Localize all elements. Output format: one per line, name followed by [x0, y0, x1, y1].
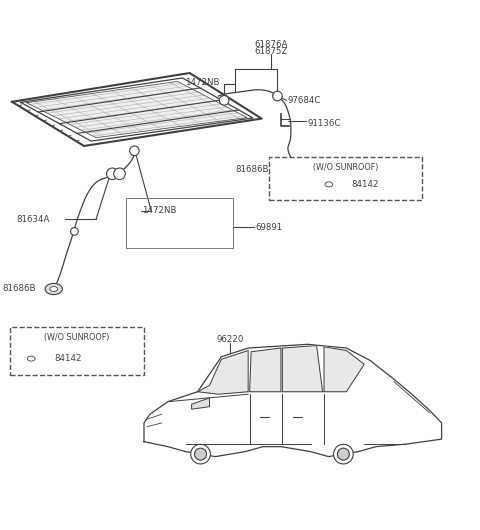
Polygon shape	[282, 346, 323, 392]
Text: 97684C: 97684C	[288, 96, 322, 105]
Text: 1472NB: 1472NB	[142, 206, 177, 215]
Circle shape	[337, 448, 349, 460]
Ellipse shape	[27, 356, 35, 361]
Ellipse shape	[320, 179, 337, 190]
Text: 61875Z: 61875Z	[254, 47, 288, 56]
Circle shape	[194, 448, 206, 460]
Bar	[269, 157, 422, 200]
Text: 81686B: 81686B	[235, 164, 269, 173]
Text: 1472NB: 1472NB	[185, 78, 219, 87]
Circle shape	[273, 91, 282, 101]
Circle shape	[71, 227, 78, 235]
Text: 81634A: 81634A	[17, 215, 50, 224]
Text: 84142: 84142	[352, 180, 379, 189]
Polygon shape	[198, 350, 248, 394]
Text: (W/O SUNROOF): (W/O SUNROOF)	[313, 163, 378, 172]
Ellipse shape	[325, 182, 333, 187]
Bar	[10, 328, 144, 375]
Ellipse shape	[45, 284, 62, 295]
Polygon shape	[144, 344, 442, 457]
Ellipse shape	[23, 353, 40, 364]
Polygon shape	[192, 398, 209, 409]
Text: 84142: 84142	[54, 354, 82, 363]
Circle shape	[191, 444, 210, 464]
Ellipse shape	[296, 172, 304, 177]
Bar	[126, 198, 233, 248]
Circle shape	[107, 168, 118, 180]
Text: 91136C: 91136C	[307, 119, 341, 128]
Circle shape	[334, 444, 353, 464]
Ellipse shape	[291, 169, 309, 180]
Ellipse shape	[50, 287, 58, 292]
Text: (W/O SUNROOF): (W/O SUNROOF)	[44, 333, 109, 342]
Text: 81686B: 81686B	[2, 284, 36, 293]
Polygon shape	[250, 348, 281, 392]
Text: 69891: 69891	[256, 223, 283, 232]
Polygon shape	[12, 73, 262, 146]
Circle shape	[219, 95, 229, 105]
Polygon shape	[324, 347, 364, 392]
Text: 96220: 96220	[216, 335, 244, 344]
Text: 61876A: 61876A	[254, 40, 288, 49]
Polygon shape	[27, 82, 247, 138]
Circle shape	[114, 168, 125, 180]
Circle shape	[130, 146, 139, 156]
